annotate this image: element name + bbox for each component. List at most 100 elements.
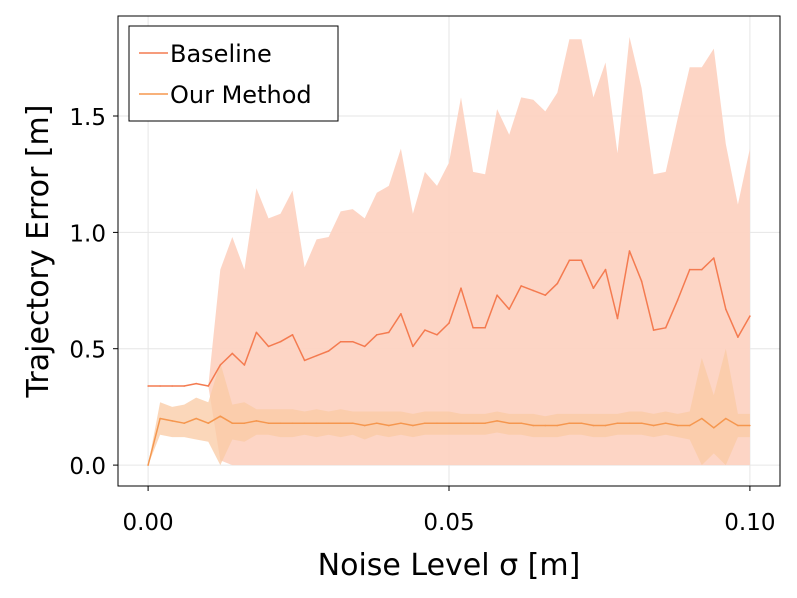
- point-our-method: [327, 422, 330, 425]
- point-baseline: [460, 287, 462, 290]
- point-baseline: [219, 364, 222, 366]
- point-our-method: [255, 420, 258, 422]
- point-baseline: [508, 308, 511, 311]
- point-baseline: [713, 257, 715, 259]
- point-our-method: [231, 422, 234, 425]
- point-baseline: [400, 313, 402, 315]
- point-baseline: [195, 382, 197, 385]
- point-our-method: [688, 424, 691, 427]
- point-our-method: [616, 422, 619, 425]
- point-baseline: [243, 364, 246, 366]
- point-baseline: [532, 289, 535, 292]
- point-baseline: [424, 329, 426, 331]
- point-our-method: [592, 424, 595, 427]
- confidence-bands: [148, 36, 750, 466]
- point-baseline: [725, 308, 727, 311]
- point-baseline: [436, 334, 438, 336]
- point-baseline: [652, 329, 655, 331]
- point-our-method: [713, 427, 715, 429]
- point-baseline: [472, 327, 474, 329]
- point-baseline: [255, 331, 258, 334]
- point-baseline: [701, 268, 703, 271]
- point-baseline: [171, 385, 173, 387]
- point-our-method: [183, 422, 185, 425]
- point-our-method: [147, 464, 149, 466]
- point-our-method: [628, 422, 631, 425]
- point-our-method: [448, 422, 450, 425]
- legend-box: [128, 25, 339, 122]
- point-our-method: [400, 422, 402, 425]
- point-baseline: [628, 250, 631, 252]
- point-baseline: [556, 282, 559, 285]
- point-our-method: [508, 422, 511, 425]
- point-baseline: [291, 334, 294, 336]
- point-baseline: [676, 299, 679, 301]
- point-baseline: [737, 336, 739, 338]
- point-our-method: [556, 424, 559, 427]
- point-our-method: [664, 422, 667, 425]
- x-axis-label: Noise Level σ [m]: [318, 548, 581, 583]
- point-our-method: [652, 424, 655, 427]
- x-tick-label: 0.10: [724, 510, 775, 536]
- y-tick-label: 1.0: [69, 221, 106, 247]
- point-baseline: [688, 268, 691, 271]
- point-baseline: [520, 285, 522, 287]
- point-our-method: [207, 422, 210, 425]
- point-our-method: [339, 422, 342, 425]
- point-baseline: [351, 340, 354, 343]
- point-baseline: [327, 350, 330, 352]
- point-baseline: [231, 352, 234, 355]
- point-baseline: [484, 327, 486, 329]
- legend-label-our-method: Our Method: [170, 81, 312, 109]
- point-our-method: [376, 422, 378, 425]
- point-our-method: [568, 422, 571, 425]
- point-baseline: [388, 331, 390, 334]
- point-baseline: [267, 345, 270, 348]
- point-our-method: [520, 422, 522, 425]
- point-our-method: [424, 422, 426, 425]
- band-our-method: [148, 348, 750, 466]
- y-tick-label: 1.5: [69, 105, 106, 131]
- y-tick-label: 0.0: [69, 454, 106, 480]
- point-our-method: [315, 422, 318, 425]
- point-our-method: [159, 417, 161, 420]
- point-baseline: [496, 294, 498, 297]
- point-our-method: [580, 422, 583, 425]
- legend: Baseline Our Method: [128, 25, 339, 122]
- point-baseline: [183, 385, 185, 387]
- point-baseline: [279, 340, 282, 343]
- point-our-method: [472, 422, 474, 425]
- point-baseline: [339, 340, 342, 343]
- point-baseline: [159, 385, 161, 387]
- point-our-method: [737, 424, 739, 427]
- y-tick-label: 0.5: [69, 338, 106, 364]
- point-baseline: [749, 315, 751, 317]
- point-our-method: [749, 424, 751, 427]
- point-our-method: [171, 420, 173, 422]
- point-baseline: [363, 345, 366, 348]
- point-baseline: [315, 354, 318, 357]
- point-our-method: [436, 422, 438, 425]
- point-baseline: [412, 345, 414, 348]
- point-baseline: [207, 385, 210, 387]
- ticks: 0.00 0.05 0.10 0.0 0.5 1.0 1.5: [69, 105, 775, 536]
- point-our-method: [532, 424, 535, 427]
- point-our-method: [640, 422, 643, 425]
- point-baseline: [376, 334, 378, 336]
- point-baseline: [448, 322, 450, 324]
- point-our-method: [351, 422, 354, 425]
- point-baseline: [664, 327, 667, 329]
- band-baseline: [148, 36, 750, 466]
- point-our-method: [676, 424, 679, 427]
- point-our-method: [701, 417, 703, 420]
- point-our-method: [604, 424, 607, 427]
- point-our-method: [279, 422, 282, 425]
- legend-label-baseline: Baseline: [170, 40, 272, 68]
- point-our-method: [267, 422, 270, 425]
- point-baseline: [604, 268, 607, 271]
- point-baseline: [568, 259, 571, 262]
- point-our-method: [412, 424, 414, 427]
- point-our-method: [303, 422, 306, 425]
